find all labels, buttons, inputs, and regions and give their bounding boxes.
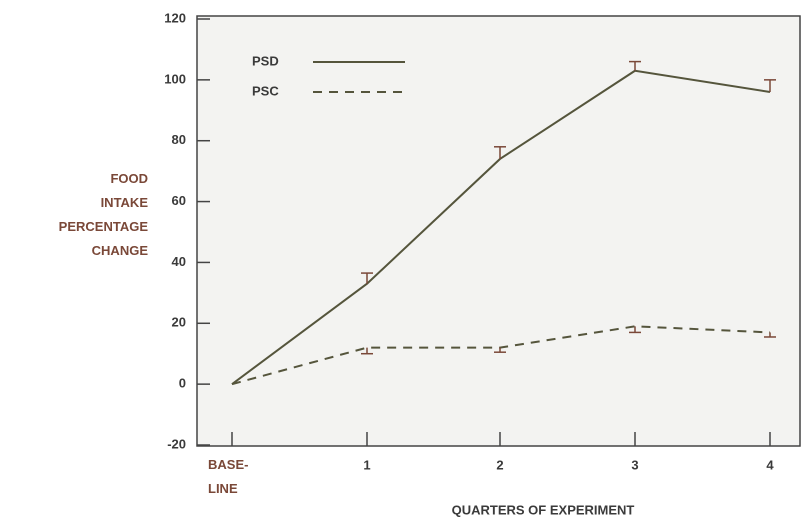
y-tick-label: 40 (172, 254, 186, 269)
x-tick-label: 1 (363, 457, 370, 472)
y-tick-label: 80 (172, 132, 186, 147)
y-tick-label: 100 (164, 71, 186, 86)
plot-area (196, 15, 801, 447)
x-tick-label: 4 (766, 457, 774, 472)
x-axis-label: QUARTERS OF EXPERIMENT (452, 502, 635, 517)
y-tick-label: 0 (179, 376, 186, 391)
y-tick-label: 120 (164, 10, 186, 25)
legend-label: PSC (252, 83, 279, 98)
x-tick-label: 3 (631, 457, 638, 472)
y-tick-label: 60 (172, 193, 186, 208)
x-tick-label: 2 (496, 457, 503, 472)
y-axis-label: FOOD INTAKE PERCENTAGE CHANGE (55, 171, 148, 258)
x-tick-label: BASE-LINE (208, 457, 248, 496)
y-tick-label: 20 (172, 315, 186, 330)
legend-label: PSD (252, 53, 279, 68)
y-tick-label: -20 (167, 436, 186, 451)
